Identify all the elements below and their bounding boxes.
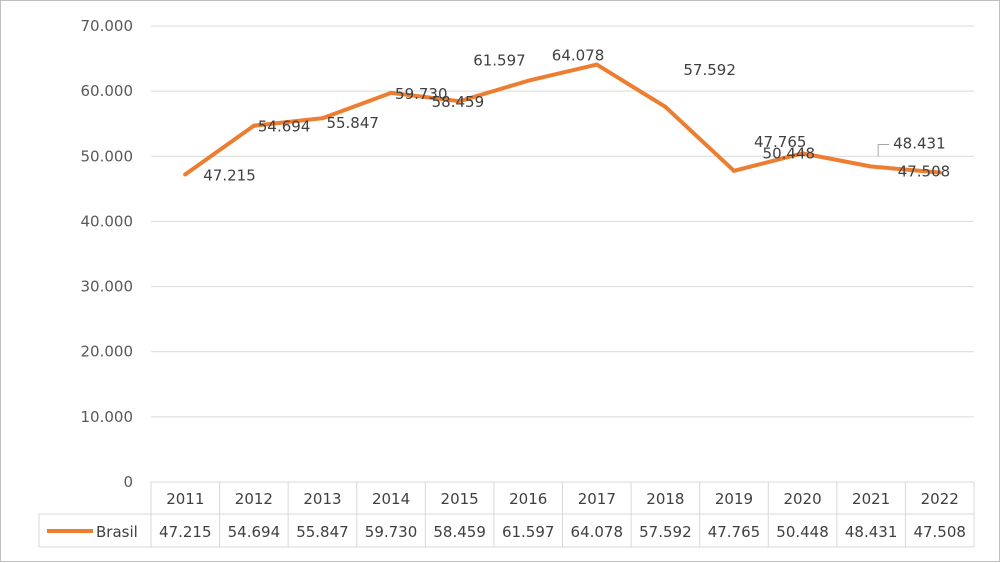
table-value-cell: 50.448 — [776, 523, 829, 541]
table-value-cell: 47.508 — [913, 523, 966, 541]
legend-series-name: Brasil — [96, 523, 138, 541]
data-point — [183, 172, 188, 177]
data-point — [937, 170, 942, 175]
data-label: 47.765 — [754, 133, 807, 151]
data-point — [457, 99, 462, 104]
data-point — [800, 151, 805, 156]
data-label: 64.078 — [552, 47, 605, 65]
data-label: 58.459 — [432, 93, 485, 111]
data-point — [663, 104, 668, 109]
x-category-label: 2022 — [921, 490, 959, 508]
data-label: 48.431 — [893, 135, 946, 153]
gridlines — [151, 25, 974, 418]
x-category-label: 2012 — [235, 490, 273, 508]
x-category-label: 2011 — [166, 490, 204, 508]
table-value-cell: 55.847 — [296, 523, 349, 541]
data-table: 2011 47.215 2012 54.694 2013 55.847 2014 59.730… — [38, 481, 975, 548]
data-label: 47.215 — [203, 166, 256, 184]
data-point — [320, 116, 325, 121]
x-category-label: 2019 — [715, 490, 753, 508]
table-value-cell: 64.078 — [571, 523, 624, 541]
y-tick-label: 20.000 — [81, 343, 134, 361]
table-value-cell: 54.694 — [228, 523, 281, 541]
label-leader-line — [877, 144, 890, 157]
y-tick-label: 50.000 — [81, 147, 134, 165]
x-category-label: 2018 — [646, 490, 684, 508]
x-category-label: 2013 — [303, 490, 341, 508]
x-category-label: 2014 — [372, 490, 410, 508]
x-category-label: 2017 — [578, 490, 616, 508]
table-value-cell: 57.592 — [639, 523, 692, 541]
data-label: 61.597 — [473, 52, 526, 70]
y-tick-label: 10.000 — [81, 408, 134, 426]
data-point — [594, 62, 599, 67]
table-value-cell: 58.459 — [433, 523, 486, 541]
data-label: 59.730 — [395, 85, 448, 103]
x-category-label: 2020 — [783, 490, 821, 508]
data-label: 55.847 — [326, 114, 379, 132]
data-label: 54.694 — [258, 118, 311, 136]
x-category-label: 2021 — [852, 490, 890, 508]
table-value-cell: 59.730 — [365, 523, 418, 541]
data-label: 57.592 — [683, 61, 736, 79]
data-point — [389, 90, 394, 95]
table-value-cell: 61.597 — [502, 523, 555, 541]
y-tick-label: 60.000 — [81, 82, 134, 100]
data-label: 50.448 — [763, 144, 816, 162]
table-value-cell: 47.215 — [159, 523, 212, 541]
data-point — [731, 168, 736, 173]
data-point — [869, 164, 874, 169]
table-value-cell: 48.431 — [845, 523, 898, 541]
data-label: 47.508 — [898, 163, 951, 181]
series-line-brasil — [183, 62, 942, 177]
y-tick-label: 30.000 — [81, 278, 134, 296]
x-category-label: 2015 — [441, 490, 479, 508]
series-line-group — [183, 62, 942, 177]
y-tick-label: 0 — [123, 473, 133, 491]
y-axis-ticks: 0 10.000 20.000 30.000 40.000 50.000 60.000 70.… — [81, 17, 134, 491]
data-point — [526, 78, 531, 83]
table-value-cell: 47.765 — [708, 523, 761, 541]
x-category-label: 2016 — [509, 490, 547, 508]
data-point — [251, 123, 256, 128]
y-tick-label: 70.000 — [81, 17, 134, 35]
y-tick-label: 40.000 — [81, 212, 134, 230]
